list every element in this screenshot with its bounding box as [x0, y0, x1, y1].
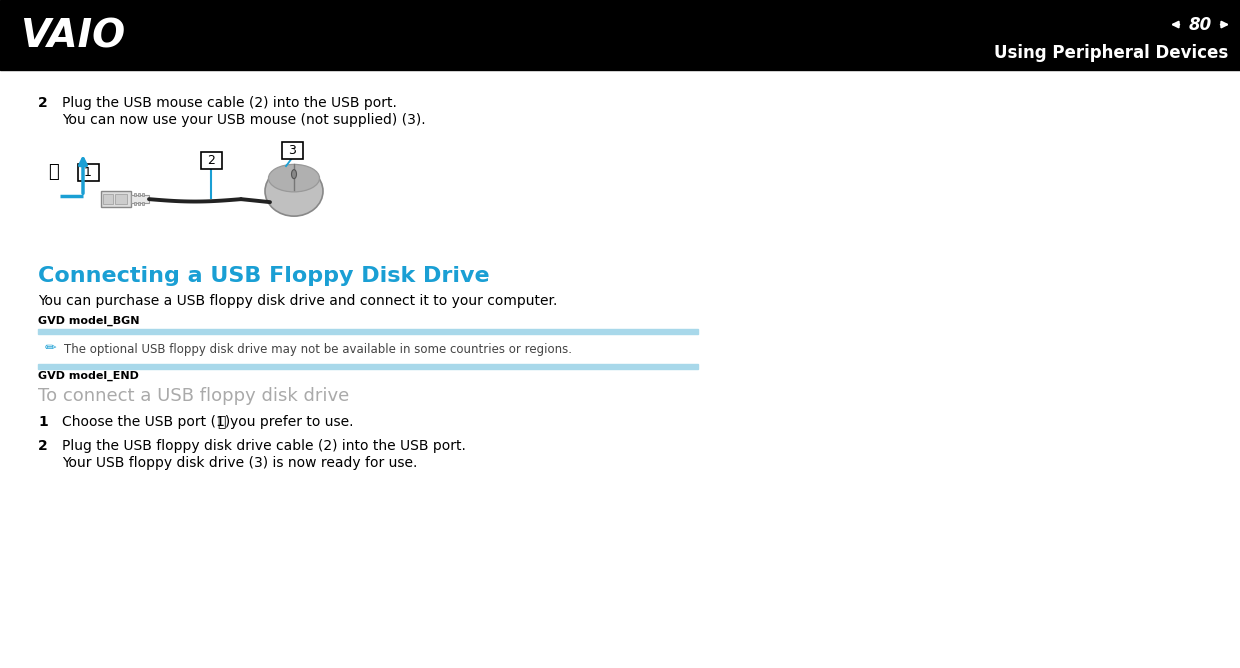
Bar	[38, 364, 698, 369]
FancyBboxPatch shape	[201, 152, 222, 168]
Bar	[103, 194, 113, 204]
Text: 1: 1	[38, 415, 48, 429]
Text: Plug the USB mouse cable (2) into the USB port.: Plug the USB mouse cable (2) into the US…	[62, 96, 397, 110]
FancyBboxPatch shape	[281, 142, 303, 158]
Text: VAIO: VAIO	[20, 17, 125, 55]
Bar	[138, 202, 140, 205]
Bar	[138, 193, 140, 196]
Bar	[134, 193, 136, 196]
Text: To connect a USB floppy disk drive: To connect a USB floppy disk drive	[38, 387, 350, 405]
Text: Connecting a USB Floppy Disk Drive: Connecting a USB Floppy Disk Drive	[38, 266, 490, 286]
Text: Your USB floppy disk drive (3) is now ready for use.: Your USB floppy disk drive (3) is now re…	[62, 456, 418, 470]
Bar	[115, 194, 126, 204]
Text: ⎕: ⎕	[217, 415, 226, 429]
Text: you prefer to use.: you prefer to use.	[229, 415, 353, 429]
Text: 1: 1	[84, 166, 92, 178]
Text: 2: 2	[38, 96, 48, 110]
Text: ✏: ✏	[45, 341, 56, 355]
Ellipse shape	[265, 166, 322, 216]
Text: GVD model_BGN: GVD model_BGN	[38, 316, 139, 327]
Text: You can now use your USB mouse (not supplied) (3).: You can now use your USB mouse (not supp…	[62, 113, 425, 127]
Text: 2: 2	[38, 439, 48, 453]
Bar	[38, 329, 698, 334]
Text: Using Peripheral Devices: Using Peripheral Devices	[993, 43, 1228, 61]
Text: Choose the USB port (1): Choose the USB port (1)	[62, 415, 234, 429]
Bar	[131, 195, 149, 203]
Ellipse shape	[291, 170, 296, 178]
Ellipse shape	[269, 164, 320, 192]
Bar	[0, 0, 1240, 70]
Text: GVD model_END: GVD model_END	[38, 371, 139, 381]
Bar	[134, 202, 136, 205]
Text: 2: 2	[207, 154, 215, 166]
Text: You can purchase a USB floppy disk drive and connect it to your computer.: You can purchase a USB floppy disk drive…	[38, 294, 557, 308]
Text: ⎕: ⎕	[48, 163, 58, 181]
Bar	[143, 202, 144, 205]
FancyBboxPatch shape	[77, 164, 98, 180]
Text: Plug the USB floppy disk drive cable (2) into the USB port.: Plug the USB floppy disk drive cable (2)…	[62, 439, 466, 453]
Text: 3: 3	[288, 144, 296, 156]
Text: The optional USB floppy disk drive may not be available in some countries or reg: The optional USB floppy disk drive may n…	[64, 343, 572, 356]
Bar	[100, 191, 131, 207]
Text: 80: 80	[1188, 15, 1211, 33]
Bar	[143, 193, 144, 196]
